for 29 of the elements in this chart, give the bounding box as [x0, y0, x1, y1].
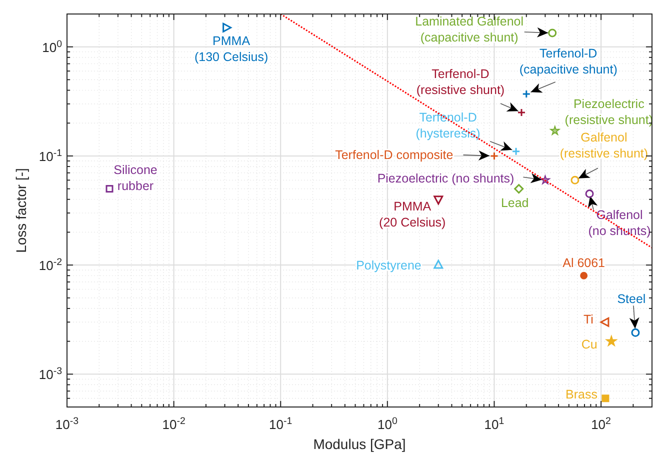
series-label: Cu — [581, 338, 598, 352]
series-label: Terfenol-D (resistive shunt) — [416, 66, 505, 97]
series-label: PMMA (130 Celsius) — [194, 34, 268, 64]
x-tick-label: 10$^{-2}$ — [162, 416, 186, 432]
y-axis-title: Loss factor [-] — [13, 168, 29, 253]
x-tick-label: 10$^{1}$ — [484, 416, 504, 432]
y-tick-label: 10$^{0}$ — [42, 38, 63, 55]
x-axis-title: Modulus [GPa] — [313, 436, 406, 452]
series-label: Piezoelectric (resistive shunt) — [564, 97, 654, 128]
text: Terfenol-D composite — [335, 148, 454, 162]
text: Steel — [617, 292, 646, 306]
series-label: Lead — [500, 196, 529, 210]
y-tick-label: 10$^{-1}$ — [38, 147, 62, 164]
x-tick-label: 10$^{-3}$ — [55, 416, 79, 432]
text: Piezoelectric (no shunts) — [377, 171, 514, 186]
series-label: Ti — [584, 312, 594, 326]
series-label: Silicone rubber — [114, 163, 158, 194]
series-label: Polystyrene — [356, 258, 422, 272]
x-tick-label: 10$^{2}$ — [591, 416, 611, 432]
series-label: Terfenol-D (capacitive shunt) — [519, 46, 618, 76]
series-label: Al 6061 — [562, 256, 606, 270]
series-label: Brass — [566, 388, 598, 402]
x-tick-label: 10$^{0}$ — [377, 416, 398, 432]
series-label: PMMA (20 Celsius) — [379, 200, 446, 230]
y-tick-label: 10$^{-3}$ — [38, 366, 62, 382]
series-label: Galfenol (resistive shunt) — [560, 130, 648, 160]
text: Laminated Galfenol (capacitive shunt) — [415, 14, 524, 44]
y-tick-label: 10$^{-2}$ — [38, 256, 62, 274]
x-tick-label: 10$^{-1}$ — [269, 416, 292, 432]
